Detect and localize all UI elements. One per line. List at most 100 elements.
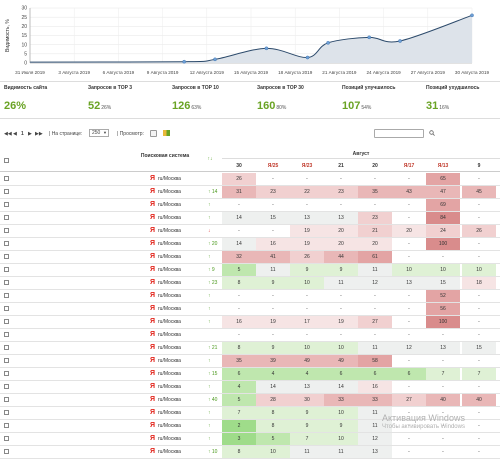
position-cell[interactable]: 39	[256, 355, 290, 367]
position-cell[interactable]: -	[306, 202, 308, 208]
position-cell[interactable]: -	[442, 410, 444, 416]
position-cell[interactable]: 35	[358, 186, 392, 198]
select-all-checkbox[interactable]	[4, 158, 9, 163]
row-checkbox[interactable]	[4, 423, 9, 428]
position-cell[interactable]: 26	[222, 173, 256, 185]
position-cell[interactable]: -	[340, 332, 342, 338]
position-cell[interactable]: 12	[358, 433, 392, 445]
position-cell[interactable]: -	[478, 436, 480, 442]
date-column-header[interactable]: Я/25	[267, 163, 279, 169]
position-cell[interactable]: 7	[222, 407, 256, 419]
position-cell[interactable]: -	[238, 306, 240, 312]
position-cell[interactable]: -	[442, 423, 444, 429]
engine-column-header[interactable]: Поисковая система	[140, 153, 190, 159]
position-cell[interactable]: 19	[256, 316, 290, 328]
position-cell[interactable]: 10	[324, 342, 358, 354]
position-cell[interactable]: 8	[222, 446, 256, 458]
position-cell[interactable]: 18	[462, 277, 496, 289]
position-cell[interactable]: 6	[392, 368, 426, 380]
position-cell[interactable]: 20	[324, 225, 358, 237]
position-cell[interactable]: 5	[256, 433, 290, 445]
position-cell[interactable]: 26	[462, 225, 496, 237]
position-cell[interactable]: -	[478, 358, 480, 364]
position-cell[interactable]: 20	[358, 238, 392, 250]
position-cell[interactable]: 100	[426, 238, 460, 250]
position-cell[interactable]: -	[272, 202, 274, 208]
row-checkbox[interactable]	[4, 176, 9, 181]
position-cell[interactable]: 8	[222, 342, 256, 354]
position-cell[interactable]: 15	[426, 277, 460, 289]
position-cell[interactable]: 30	[290, 394, 324, 406]
settings-icon[interactable]	[150, 130, 157, 137]
position-cell[interactable]: 13	[426, 342, 460, 354]
position-cell[interactable]: 19	[324, 316, 358, 328]
position-cell[interactable]: 8	[256, 407, 290, 419]
position-cell[interactable]: 40	[462, 394, 496, 406]
position-cell[interactable]: -	[478, 410, 480, 416]
position-cell[interactable]: -	[478, 423, 480, 429]
position-cell[interactable]: 32	[222, 251, 256, 263]
position-cell[interactable]: 14	[324, 381, 358, 393]
position-cell[interactable]: -	[478, 384, 480, 390]
prev-page-button[interactable]: ◀	[13, 131, 17, 137]
position-cell[interactable]: -	[272, 176, 274, 182]
position-cell[interactable]: 9	[324, 420, 358, 432]
position-cell[interactable]: 49	[290, 355, 324, 367]
position-cell[interactable]: 23	[256, 186, 290, 198]
position-cell[interactable]: -	[272, 293, 274, 299]
position-cell[interactable]: 14	[222, 238, 256, 250]
position-cell[interactable]: -	[238, 293, 240, 299]
position-cell[interactable]: -	[408, 215, 410, 221]
position-cell[interactable]: 65	[426, 173, 460, 185]
position-cell[interactable]: 49	[324, 355, 358, 367]
position-cell[interactable]: 20	[324, 238, 358, 250]
position-cell[interactable]: 14	[256, 381, 290, 393]
position-cell[interactable]: -	[442, 384, 444, 390]
position-cell[interactable]: 6	[222, 368, 256, 380]
position-cell[interactable]: -	[340, 202, 342, 208]
position-cell[interactable]: -	[408, 423, 410, 429]
position-cell[interactable]: 8	[256, 420, 290, 432]
row-checkbox[interactable]	[4, 332, 9, 337]
position-cell[interactable]: 44	[324, 251, 358, 263]
position-cell[interactable]: 15	[462, 342, 496, 354]
position-cell[interactable]: -	[442, 436, 444, 442]
row-checkbox[interactable]	[4, 280, 9, 285]
last-page-button[interactable]: ▶▶	[35, 131, 43, 137]
position-cell[interactable]: 33	[358, 394, 392, 406]
delta-column-header[interactable]: ↑↓	[202, 156, 218, 162]
position-cell[interactable]: 45	[462, 186, 496, 198]
position-cell[interactable]: 21	[358, 225, 392, 237]
position-cell[interactable]: 3	[222, 433, 256, 445]
row-checkbox[interactable]	[4, 358, 9, 363]
position-cell[interactable]: 10	[392, 264, 426, 276]
position-cell[interactable]: -	[238, 332, 240, 338]
date-column-header[interactable]: Я/17	[403, 163, 415, 169]
chart-point[interactable]	[213, 57, 217, 62]
position-cell[interactable]: -	[442, 358, 444, 364]
position-cell[interactable]: 22	[290, 186, 324, 198]
position-cell[interactable]: -	[478, 202, 480, 208]
position-cell[interactable]: 27	[392, 394, 426, 406]
position-cell[interactable]: 28	[256, 394, 290, 406]
date-column-header[interactable]: 30	[236, 163, 242, 169]
position-cell[interactable]: 13	[392, 277, 426, 289]
position-cell[interactable]: 8	[222, 277, 256, 289]
chart-point[interactable]	[398, 39, 402, 43]
position-cell[interactable]: 11	[324, 446, 358, 458]
position-cell[interactable]: 16	[222, 316, 256, 328]
position-cell[interactable]: -	[374, 176, 376, 182]
position-cell[interactable]: 12	[392, 342, 426, 354]
